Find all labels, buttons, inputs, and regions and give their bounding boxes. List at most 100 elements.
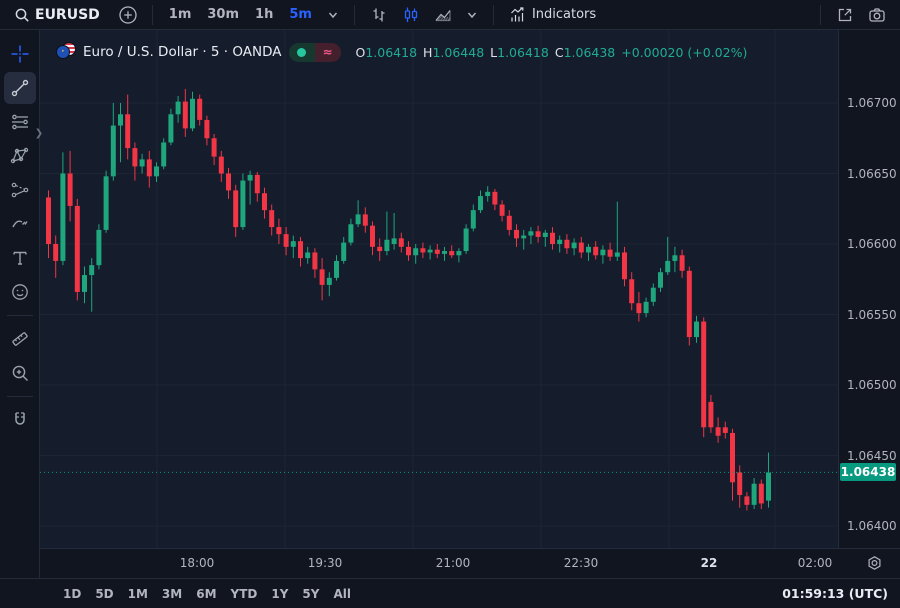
- crosshair-icon: [9, 43, 31, 65]
- market-status-pill[interactable]: ≈: [288, 42, 341, 62]
- timeframe-1m-button[interactable]: 1m: [168, 7, 192, 22]
- candle-body: [636, 303, 642, 314]
- candle-body: [154, 166, 159, 177]
- range-1m-button[interactable]: 1M: [127, 586, 148, 601]
- utc-clock[interactable]: 01:59:13 (UTC): [782, 586, 888, 601]
- camera-icon: [867, 5, 887, 25]
- candle-body: [600, 249, 606, 256]
- candle-body: [305, 252, 311, 259]
- bar-style-area-button[interactable]: [428, 3, 458, 27]
- chart-content: Euro / U.S. Dollar · 5 · OANDA ≈ O1.0641…: [40, 30, 900, 578]
- range-1y-button[interactable]: 1Y: [271, 586, 289, 601]
- candle-body: [384, 239, 390, 252]
- candle-body: [211, 138, 217, 157]
- magnet-icon: [9, 409, 31, 431]
- range-all-button[interactable]: All: [333, 586, 351, 601]
- parallel-lines-icon: [9, 111, 31, 133]
- brush-tool[interactable]: [4, 208, 36, 240]
- main-area: ❯ Euro / U.S. Dollar · 5 · OANDA ≈: [0, 30, 900, 578]
- time-axis-label: 22:30: [563, 556, 599, 570]
- chart-pane[interactable]: Euro / U.S. Dollar · 5 · OANDA ≈ O1.0641…: [40, 30, 838, 548]
- bar-style-candles-button[interactable]: [396, 3, 426, 27]
- emoji-tool[interactable]: [4, 276, 36, 308]
- candle-body: [175, 101, 181, 115]
- candle-body: [233, 190, 239, 228]
- candle-body: [298, 241, 303, 259]
- open-value: 1.06418: [365, 44, 418, 60]
- candle-body: [254, 174, 260, 194]
- crosshair-tool[interactable]: [4, 38, 36, 70]
- indicators-button[interactable]: Indicators: [503, 3, 601, 27]
- symbol-search-button[interactable]: EURUSD: [8, 3, 111, 27]
- delayed-data-indicator[interactable]: ≈: [314, 42, 341, 62]
- price-axis-label: 1.06700: [847, 96, 897, 110]
- candle-body: [319, 269, 325, 285]
- range-5d-button[interactable]: 5D: [95, 586, 114, 601]
- zoom-in-tool[interactable]: [4, 357, 36, 389]
- bars-style-icon: [369, 5, 389, 25]
- range-3m-button[interactable]: 3M: [161, 586, 183, 601]
- price-axis[interactable]: 1.06438 1.06700 1.06650 1.06600 1.06550 1.06…: [838, 30, 900, 548]
- range-ytd-button[interactable]: YTD: [230, 586, 258, 601]
- candle-body: [348, 224, 354, 243]
- text-tool[interactable]: [4, 242, 36, 274]
- timeframe-menu-button[interactable]: [321, 3, 345, 27]
- time-axis-label: 02:00: [797, 556, 833, 570]
- candle-body: [146, 159, 152, 177]
- market-open-indicator[interactable]: [288, 42, 315, 62]
- candle-body: [139, 159, 145, 167]
- candle-body: [434, 249, 440, 254]
- candle-body: [766, 472, 771, 501]
- chart-settings-gear-icon[interactable]: [866, 555, 883, 572]
- forecast-tool[interactable]: [4, 174, 36, 206]
- candle-body: [182, 101, 188, 129]
- candles-style-icon: [401, 5, 421, 25]
- compare-add-symbol-button[interactable]: [113, 3, 143, 27]
- range-5y-button[interactable]: 5Y: [302, 586, 320, 601]
- snapshot-button[interactable]: [862, 3, 892, 27]
- candle-body: [334, 260, 339, 278]
- bar-style-bars-button[interactable]: [364, 3, 394, 27]
- low-label: L: [490, 44, 498, 60]
- bar-style-menu-button[interactable]: [460, 3, 484, 27]
- sidebar-expand-arrow[interactable]: ❯: [34, 127, 44, 139]
- time-axis-label: 19:30: [307, 556, 343, 570]
- ruler-tool[interactable]: [4, 323, 36, 355]
- chart-row: Euro / U.S. Dollar · 5 · OANDA ≈ O1.0641…: [40, 30, 900, 548]
- candle-body: [262, 193, 267, 211]
- timeframe-30m-button[interactable]: 30m: [207, 7, 240, 22]
- time-axis[interactable]: 18:00 19:30 21:00 22:30 22 02:00: [40, 548, 900, 578]
- ohlc-values: O1.06418 H1.06448 L1.06418 C1.06438 +0.0…: [356, 45, 748, 60]
- candle-body: [218, 156, 224, 174]
- candle-body: [672, 255, 678, 261]
- brush-icon: [9, 213, 31, 235]
- open-in-new-window-button[interactable]: [830, 3, 860, 27]
- timeframe-1h-button[interactable]: 1h: [255, 7, 274, 22]
- drawing-toolbar: ❯: [0, 30, 43, 578]
- candle-body: [715, 427, 721, 436]
- candle-body: [622, 252, 627, 280]
- xabcd-pattern-icon: [9, 145, 31, 167]
- ruler-icon: [9, 328, 31, 350]
- magnet-tool[interactable]: [4, 404, 36, 436]
- symbol-title[interactable]: Euro / U.S. Dollar · 5 · OANDA: [83, 44, 282, 60]
- candle-body: [370, 225, 375, 247]
- range-6m-button[interactable]: 6M: [196, 586, 217, 601]
- trend-line-tool[interactable]: [3, 72, 36, 104]
- candle-body: [283, 234, 289, 247]
- text-icon: [9, 247, 31, 269]
- candle-body: [722, 427, 728, 433]
- candle-body: [514, 229, 519, 239]
- xabcd-pattern-tool[interactable]: [4, 140, 36, 172]
- candle-body: [557, 239, 563, 244]
- parallel-lines-tool[interactable]: [4, 106, 36, 138]
- candle-body: [168, 114, 174, 143]
- candle-body: [658, 272, 663, 288]
- timeframe-5m-button[interactable]: 5m: [289, 7, 312, 22]
- low-value: 1.06418: [497, 44, 549, 60]
- candle-body: [463, 228, 469, 252]
- candle-body: [665, 260, 671, 273]
- candle-body: [74, 205, 80, 292]
- range-1d-button[interactable]: 1D: [63, 586, 82, 601]
